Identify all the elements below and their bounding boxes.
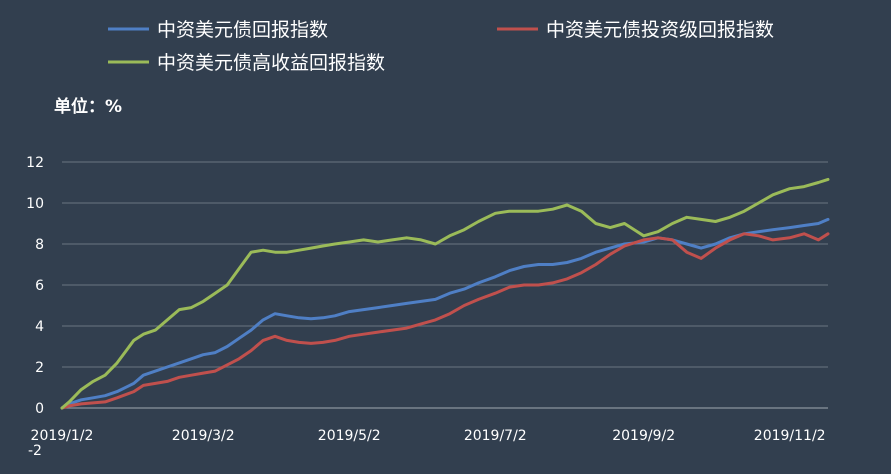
y-tick-label: 4 [35,319,44,335]
y-tick-label: 10 [26,196,44,212]
gridlines [62,161,828,409]
y-axis: 0 2 4 6 8 10 12 -2 [26,155,44,459]
series-lines [60,177,830,410]
x-tick-label: 2019/1/2 [31,428,94,444]
y-tick-label: 2 [35,360,44,376]
legend-label-series-2: 中资美元债投资级回报指数 [546,19,774,41]
legend-label-series-1: 中资美元债回报指数 [157,19,328,41]
y-tick-label: 12 [26,155,44,171]
legend-item-series-1: 中资美元债回报指数 [108,19,328,41]
x-tick-label: 2019/7/2 [464,428,527,444]
x-tick-label: 2019/3/2 [172,428,235,444]
x-tick-label: 2019/5/2 [318,428,381,444]
y-tick-label: 0 [35,401,44,417]
series-line-2 [60,232,830,410]
series-line-1 [60,217,830,410]
series-line-3 [60,177,830,410]
legend-label-series-3: 中资美元债高收益回报指数 [157,52,385,74]
y-tick-label: 8 [35,237,44,253]
y-tick-label-min: -2 [28,443,42,459]
legend-item-series-2: 中资美元债投资级回报指数 [497,19,774,41]
y-tick-label: 6 [35,278,44,294]
x-tick-label: 2019/11/2 [754,428,826,444]
legend-item-series-3: 中资美元债高收益回报指数 [108,52,385,74]
x-axis: 2019/1/2 2019/3/2 2019/5/2 2019/7/2 2019/9/2… [31,428,826,444]
x-tick-label: 2019/9/2 [612,428,675,444]
unit-label: 单位：% [54,96,122,117]
legend: 中资美元债回报指数 中资美元债投资级回报指数 中资美元债高收益回报指数 [108,19,774,74]
